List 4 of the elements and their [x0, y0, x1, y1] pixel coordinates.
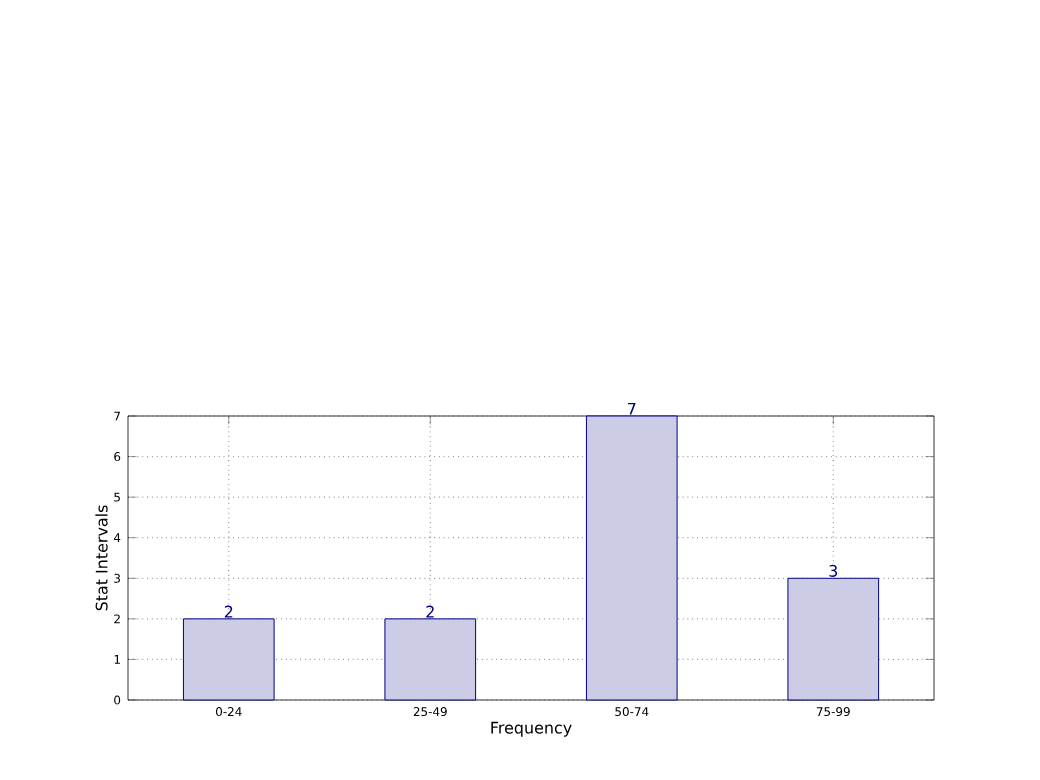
- bar: [585, 415, 678, 701]
- bar: [787, 577, 880, 701]
- bar: [182, 618, 275, 701]
- bar: [384, 618, 477, 701]
